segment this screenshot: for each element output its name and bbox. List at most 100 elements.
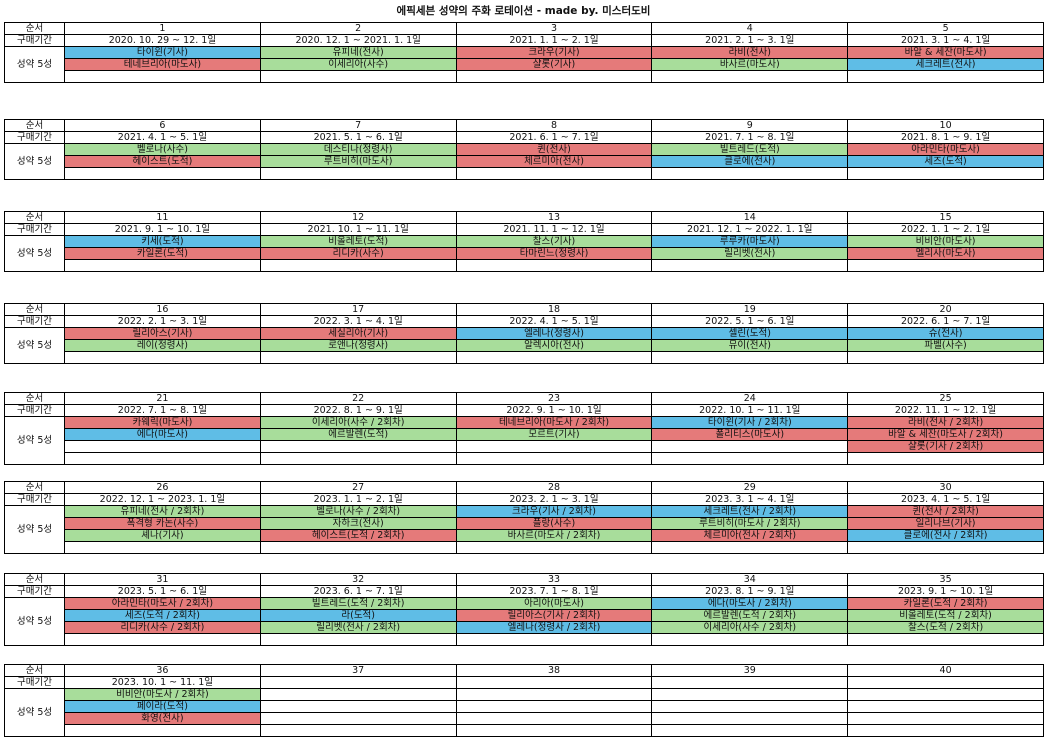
order-number: 6 [64,119,261,132]
hero-cell: 엘레나(정령사 / 2회차) [455,621,653,634]
order-label: 순서 [4,22,65,35]
hero-cell: 뮤이(전사) [651,339,849,352]
hero-cell: 레이(정령사) [64,339,261,352]
hero-row: 화영(전사) [5,712,1044,725]
order-number: 35 [847,573,1044,586]
hero-cell-empty [259,724,457,737]
hero-cell-empty [259,712,457,725]
hero-cell: 멜리사(마도사) [847,247,1044,260]
hero-row: 성약 5성 타이윈(기사) 유피네(전사) 크라우(기사) 라비(전사) 바알 & 세잔(… [4,46,1044,83]
hero-cell: 비올레토(도적 / 2회차) [847,609,1044,622]
page-title: 에픽세븐 성약의 주화 로테이션 - made by. 미스터도비 [396,5,651,17]
order-number: 15 [847,211,1044,224]
heroes-label: 성약 5성 [4,327,65,364]
hero-cell: 빌트레드(도적 / 2회차) [259,597,457,610]
order-number: 40 [847,664,1044,677]
hero-cell-empty [455,541,653,554]
period-cell: 2023. 9. 1 ~ 10. 1일 [847,585,1044,598]
hero-cell-empty [847,541,1044,554]
period-cell: 2021. 4. 1 ~ 5. 1일 [64,131,261,144]
heroes-label: 성약 5성 [4,597,65,646]
hero-row: 샬롯(기사 / 2회차) [5,440,1044,453]
period-cell: 2022. 8. 1 ~ 9. 1일 [259,404,457,417]
hero-cell-empty [847,167,1044,180]
rotation-block: 순서 36 37 38 39 40 구매기간 2023. 10. 1 ~ 11. 1일 성약 5… [4,664,1044,737]
hero-cell: 데스티나(정령사) [259,143,457,156]
rotation-block: 순서 1 2 3 4 5 구매기간 2020. 10. 29 ~ 12. 1일 2020. 12… [4,22,1044,83]
hero-cell: 에르발렌(도적) [259,428,457,441]
hero-cell: 벨로나(사수) [64,143,261,156]
hero-cell-empty [64,541,261,554]
hero-cell: 테네브리아(마도사) [64,58,261,71]
hero-cell: 벨로나(사수 / 2회차) [259,505,457,518]
hero-cell-empty [847,700,1044,713]
period-cell: 2021. 2. 1 ~ 3. 1일 [651,34,849,47]
hero-cell: 카일론(도적) [64,247,261,260]
period-label: 구매기간 [4,34,65,47]
period-label: 구매기간 [4,585,65,598]
hero-cell: 세실리아(기사) [259,327,457,340]
hero-row [5,724,1044,737]
heroes-label: 성약 5성 [4,143,65,180]
hero-cell: 리디카(사수 / 2회차) [64,621,261,634]
period-cell: 2022. 3. 1 ~ 4. 1일 [259,315,457,328]
period-row: 구매기간 2021. 9. 1 ~ 10. 1일 2021. 10. 1 ~ 11.… [4,223,1044,236]
hero-cell: 아라민타(마도사 / 2회차) [64,597,261,610]
period-cell: 2022. 4. 1 ~ 5. 1일 [455,315,653,328]
hero-cell: 세즈(도적 / 2회차) [64,609,261,622]
hero-cell: 타마린느(정령사) [455,247,653,260]
hero-cell: 유피네(전사 / 2회차) [64,505,261,518]
order-number: 18 [455,303,653,316]
hero-cell: 헤이스트(도적 / 2회차) [259,529,457,542]
hero-cell: 페이라(도적) [64,700,261,713]
period-cell: 2022. 6. 1 ~ 7. 1일 [847,315,1044,328]
hero-cell-empty [651,351,849,364]
rotation-table: 순서 1 2 3 4 5 구매기간 2020. 10. 29 ~ 12. 1일 2020. 12… [4,22,1044,83]
period-row: 구매기간 2022. 12. 1 ~ 2023. 1. 1일 2023. 1. 1 … [4,493,1044,506]
order-number: 8 [455,119,653,132]
hero-cell: 크라우(기사) [455,46,653,59]
hero-cell-empty [455,70,653,83]
hero-cell: 카일론(도적 / 2회차) [847,597,1044,610]
order-row: 순서 21 22 23 24 25 [4,392,1044,405]
period-cell: 2022. 9. 1 ~ 10. 1일 [455,404,653,417]
period-cell [651,676,849,689]
period-cell: 2023. 5. 1 ~ 6. 1일 [64,585,261,598]
hero-cell-empty [847,351,1044,364]
period-cell: 2022. 2. 1 ~ 3. 1일 [64,315,261,328]
hero-cell: 체르미아(전사) [455,155,653,168]
hero-row: 세즈(도적 / 2회차) 라(도적) 릴리아스(기사 / 2회차) 에르발렌(도적 /… [5,609,1044,622]
hero-cell: 루트비히(마도사) [259,155,457,168]
period-label: 구매기간 [4,676,65,689]
rotation-block: 순서 11 12 13 14 15 구매기간 2021. 9. 1 ~ 10. 1일 2021.… [4,211,1044,272]
hero-cell: 빌트레드(도적) [651,143,849,156]
hero-row: 리디카(사수 / 2회차) 릴리벳(전사 / 2회차) 엘레나(정령사 / 2회차)… [5,621,1044,634]
hero-cell: 퀸(전사) [455,143,653,156]
hero-cell: 라비(전사) [651,46,849,59]
hero-cell-empty [455,167,653,180]
hero-cell: 엘레나(정령사) [455,327,653,340]
hero-cell: 아라민타(마도사) [847,143,1044,156]
hero-cell-empty [259,351,457,364]
hero-row [5,541,1044,554]
rotation-table: 순서 16 17 18 19 20 구매기간 2022. 2. 1 ~ 3. 1일 2022. … [4,303,1044,364]
hero-cell: 타이윈(기사) [64,46,261,59]
hero-cell-empty [651,440,849,453]
hero-cell-empty [651,167,849,180]
heroes-label: 성약 5성 [4,688,65,737]
hero-cell-empty [455,440,653,453]
hero-cell: 에다(마도사 / 2회차) [651,597,849,610]
hero-cell: 퀸(전사 / 2회차) [847,505,1044,518]
order-number: 4 [651,22,849,35]
period-label: 구매기간 [4,131,65,144]
order-number: 23 [455,392,653,405]
period-cell: 2023. 2. 1 ~ 3. 1일 [455,493,653,506]
period-cell [259,676,457,689]
hero-cell: 카웨릭(마도사) [64,416,261,429]
order-number: 38 [455,664,653,677]
hero-cell: 릴리벳(전사) [651,247,849,260]
order-label: 순서 [4,481,65,494]
hero-cell: 찰스(도적 / 2회차) [847,621,1044,634]
hero-cell: 이세리아(사수) [259,58,457,71]
order-row: 순서 11 12 13 14 15 [4,211,1044,224]
